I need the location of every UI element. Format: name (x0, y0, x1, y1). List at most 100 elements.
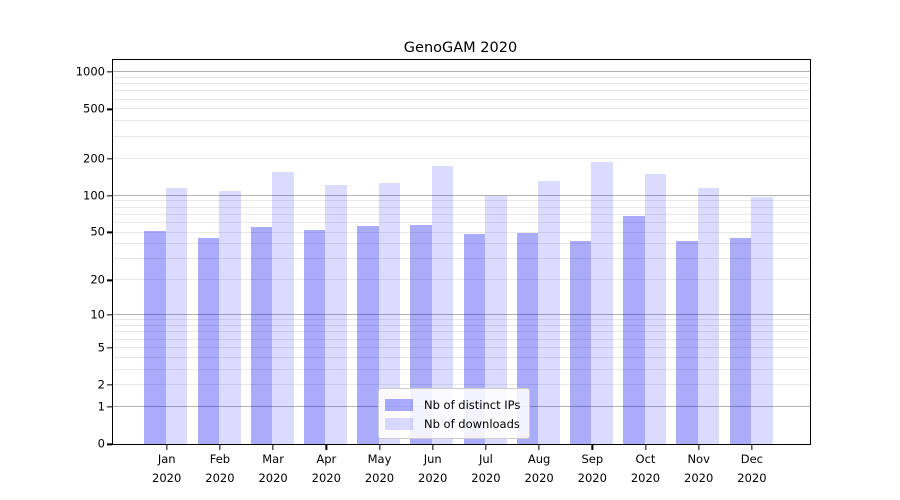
bar-downloads-jul (485, 195, 507, 444)
bar-distinct-ips-may (357, 226, 379, 444)
y-tick-mark-0 (107, 443, 112, 446)
y-tick-label-100: 100 (83, 188, 105, 203)
x-tick-label-oct: Oct 2020 (631, 450, 660, 487)
y-tick-label-2: 2 (97, 377, 105, 392)
x-tick-month: Jul (478, 452, 493, 466)
gridline-80 (113, 206, 810, 208)
bar-downloads-jun (431, 165, 454, 444)
x-tick-month: Jun (423, 452, 442, 466)
bar-downloads-mar (272, 172, 294, 444)
gridline-800 (113, 83, 810, 85)
x-tick-year: 2020 (418, 470, 448, 485)
y-tick-mark-20 (107, 279, 112, 281)
x-tick-month: Aug (527, 452, 551, 466)
y-tick-label-1: 1 (97, 399, 105, 414)
x-tick-label-nov: Nov 2020 (684, 450, 713, 487)
x-tick-mark-mar (272, 444, 274, 450)
y-tick-label-0: 0 (97, 436, 105, 451)
gridline-400 (113, 120, 810, 122)
x-tick-year: 2020 (205, 470, 235, 485)
gridline-90 (113, 200, 810, 202)
legend-swatch-distinct-ips (385, 398, 413, 411)
x-tick-mark-apr (325, 444, 327, 450)
legend-label-distinct-ips: Nb of distinct IPs (424, 397, 521, 412)
x-tick-month: Feb (209, 452, 231, 466)
gridline-40 (113, 243, 810, 245)
gridline-3 (113, 368, 810, 370)
gridline-500 (113, 108, 810, 110)
y-tick-label-20: 20 (90, 272, 105, 287)
gridline-200 (113, 157, 810, 159)
bar-downloads-aug (538, 181, 560, 444)
x-tick-mark-oct (644, 444, 647, 450)
gridline-700 (113, 90, 810, 92)
bar-distinct-ips-apr (303, 229, 326, 444)
x-tick-year: 2020 (524, 470, 554, 485)
x-tick-mark-jul (485, 444, 487, 450)
bar-distinct-ips-nov (676, 241, 698, 444)
bar-downloads-may (378, 183, 401, 444)
x-tick-mark-aug (538, 444, 540, 450)
y-tick-mark-500 (107, 108, 112, 110)
gridline-7 (113, 331, 810, 333)
x-tick-month: Apr (316, 452, 337, 466)
x-tick-mark-jun (432, 444, 434, 450)
x-tick-mark-jan (166, 444, 168, 450)
y-tick-label-5: 5 (97, 340, 105, 355)
gridline-30 (113, 258, 810, 260)
x-tick-label-aug: Aug 2020 (524, 450, 553, 487)
gridline-20 (113, 279, 810, 281)
bar-downloads-dec (751, 197, 773, 444)
bar-distinct-ips-mar (250, 227, 273, 444)
gridline-60 (113, 221, 810, 223)
x-tick-label-jun: Jun 2020 (418, 450, 447, 487)
legend-swatch-downloads (385, 417, 413, 430)
y-tick-label-50: 50 (90, 224, 105, 239)
x-tick-label-jan: Jan 2020 (152, 450, 181, 487)
x-tick-year: 2020 (311, 470, 341, 485)
x-tick-mark-dec (751, 444, 753, 450)
bar-distinct-ips-feb (197, 237, 219, 444)
x-tick-mark-nov (698, 444, 700, 450)
gridlines-layer (113, 60, 810, 444)
x-tick-label-may: May 2020 (365, 450, 394, 487)
gridline-300 (113, 135, 810, 137)
gridline-4 (113, 356, 810, 358)
bar-distinct-ips-sep (569, 241, 592, 444)
x-tick-month: Oct (635, 452, 656, 466)
y-tick-label-500: 500 (83, 101, 105, 116)
gridline-1000 (113, 71, 810, 73)
x-tick-label-sep: Sep 2020 (578, 450, 607, 487)
x-tick-year: 2020 (630, 470, 661, 485)
x-tick-label-jul: Jul 2020 (471, 450, 500, 487)
plot-area: Nb of distinct IPs Nb of downloads (112, 59, 811, 445)
gridline-5 (113, 346, 810, 348)
y-tick-label-1000: 1000 (75, 64, 105, 79)
x-tick-mark-feb (219, 444, 221, 450)
y-tick-mark-50 (107, 231, 112, 234)
bar-downloads-nov (697, 188, 720, 444)
x-tick-month: Mar (262, 452, 284, 466)
gridline-6 (113, 338, 810, 340)
y-tick-mark-1000 (107, 71, 112, 73)
x-tick-label-mar: Mar 2020 (258, 450, 287, 487)
bars-layer (113, 60, 810, 444)
x-tick-month: Sep (581, 452, 604, 466)
x-tick-year: 2020 (152, 470, 182, 485)
x-tick-mark-may (378, 444, 381, 450)
gridline-9 (113, 319, 810, 321)
y-tick-label-10: 10 (90, 307, 105, 322)
legend-label-downloads: Nb of downloads (424, 416, 520, 431)
legend: Nb of distinct IPs Nb of downloads (378, 388, 531, 439)
x-tick-year: 2020 (471, 470, 501, 485)
x-tick-label-dec: Dec 2020 (737, 450, 766, 487)
bar-downloads-oct (644, 174, 667, 444)
x-tick-label-feb: Feb 2020 (205, 450, 234, 487)
bar-downloads-sep (591, 162, 613, 444)
y-tick-label-200: 200 (83, 151, 105, 166)
bar-downloads-feb (219, 190, 241, 444)
y-tick-mark-200 (107, 157, 112, 160)
y-tick-mark-2 (107, 384, 112, 386)
gridline-50 (113, 231, 810, 233)
